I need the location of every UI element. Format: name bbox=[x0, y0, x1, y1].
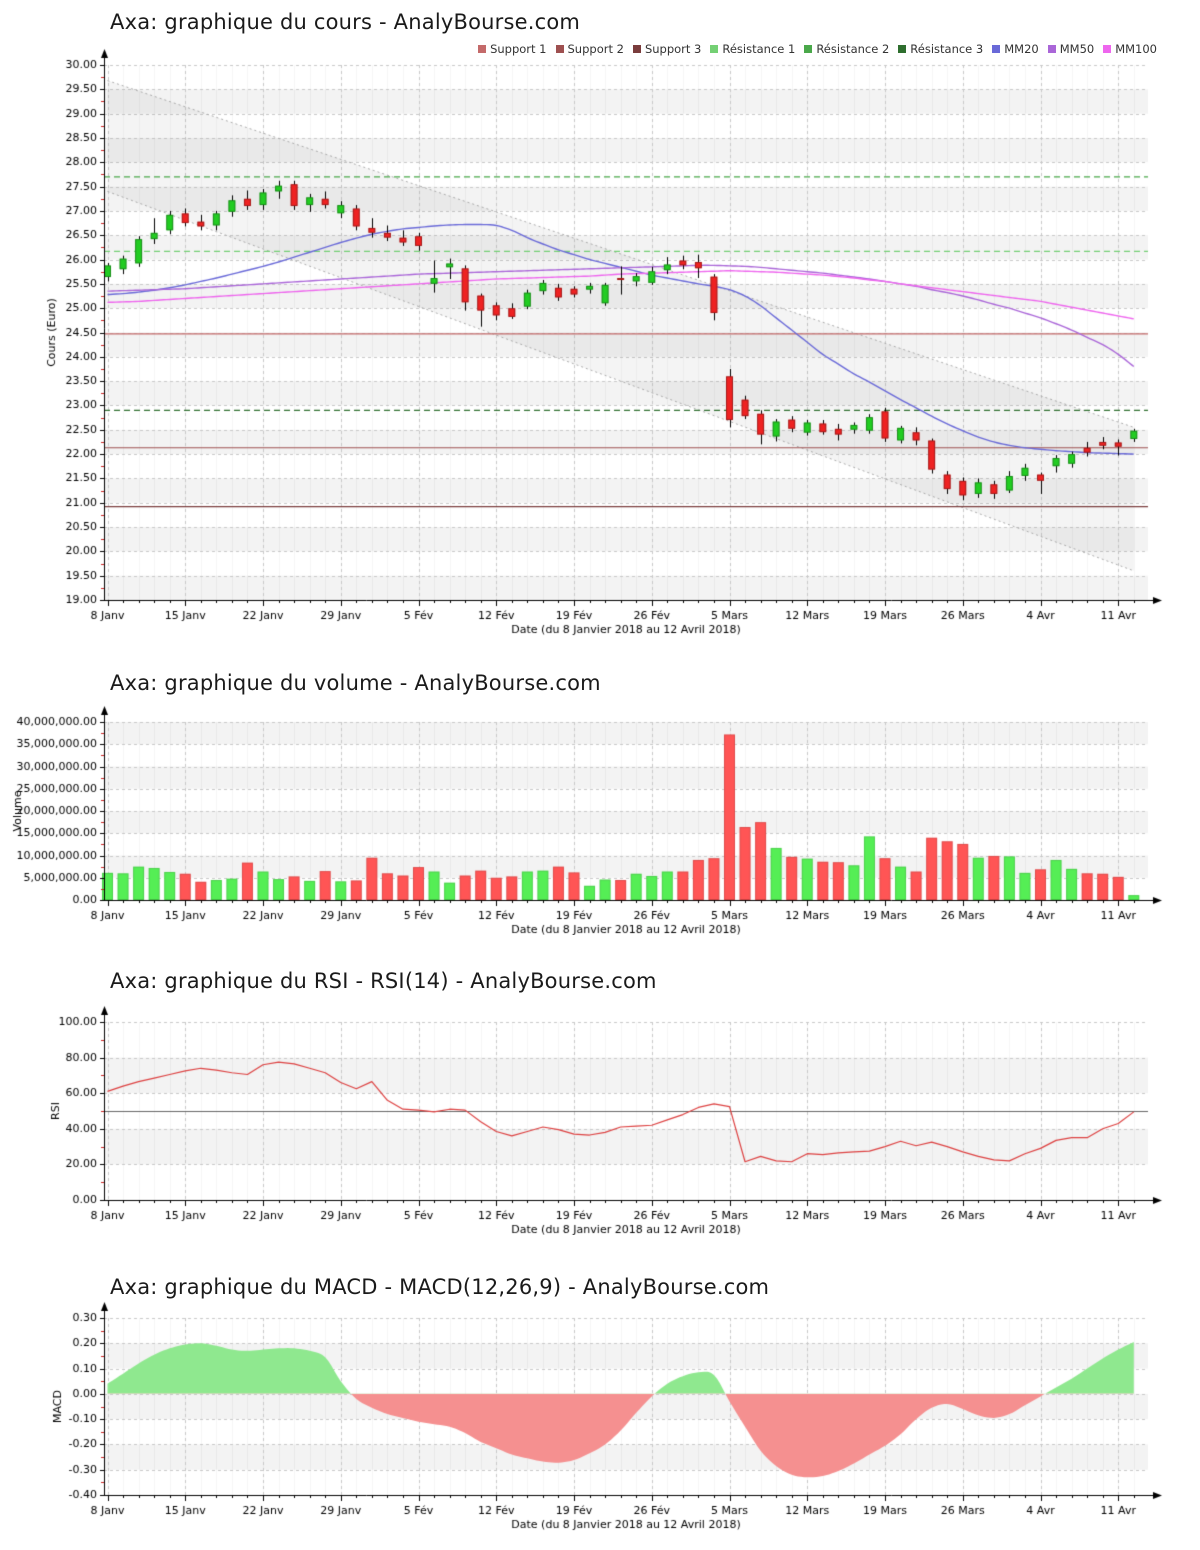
legend-item-label: Résistance 3 bbox=[910, 42, 984, 56]
legend-item-1: Support 2 bbox=[555, 42, 624, 56]
legend-swatch-icon bbox=[478, 45, 487, 53]
section-macd: Axa: graphique du MACD - MACD(12,26,9) -… bbox=[0, 1235, 1200, 1550]
legend-item-0: Support 1 bbox=[478, 42, 547, 56]
legend-item-label: MM100 bbox=[1115, 42, 1157, 56]
section-volume: Axa: graphique du volume - AnalyBourse.c… bbox=[0, 645, 1200, 935]
volume-title: Axa: graphique du volume - AnalyBourse.c… bbox=[110, 671, 601, 695]
legend-item-8: MM100 bbox=[1103, 42, 1157, 56]
cours-legend: Support 1 Support 2 Support 3 Résistance 1 R… bbox=[478, 42, 1157, 56]
legend-item-label: MM50 bbox=[1059, 42, 1095, 56]
legend-item-7: MM50 bbox=[1047, 42, 1095, 56]
legend-swatch-icon bbox=[710, 45, 719, 53]
legend-swatch-icon bbox=[804, 45, 813, 53]
volume-chart-canvas bbox=[0, 645, 1200, 935]
legend-item-label: Support 2 bbox=[567, 42, 624, 56]
rsi-chart-canvas bbox=[0, 935, 1200, 1235]
section-rsi: Axa: graphique du RSI - RSI(14) - AnalyB… bbox=[0, 935, 1200, 1235]
legend-item-label: Support 3 bbox=[644, 42, 702, 56]
legend-item-6: MM20 bbox=[992, 42, 1039, 56]
legend-swatch-icon bbox=[1047, 45, 1056, 53]
legend-swatch-icon bbox=[555, 45, 564, 53]
cours-title: Axa: graphique du cours - AnalyBourse.co… bbox=[110, 10, 581, 34]
legend-swatch-icon bbox=[898, 45, 907, 53]
macd-chart-canvas bbox=[0, 1235, 1200, 1550]
legend-item-label: Résistance 1 bbox=[722, 42, 796, 56]
legend-item-label: Résistance 2 bbox=[816, 42, 890, 56]
legend-item-label: MM20 bbox=[1004, 42, 1039, 56]
macd-title: Axa: graphique du MACD - MACD(12,26,9) -… bbox=[110, 1275, 770, 1299]
section-cours: Axa: graphique du cours - AnalyBourse.co… bbox=[0, 0, 1200, 645]
legend-swatch-icon bbox=[1103, 45, 1112, 53]
rsi-title: Axa: graphique du RSI - RSI(14) - AnalyB… bbox=[110, 969, 657, 993]
legend-item-label: Support 1 bbox=[490, 42, 547, 56]
legend-item-2: Support 3 bbox=[632, 42, 702, 56]
legend-item-4: Résistance 2 bbox=[804, 42, 889, 56]
legend-swatch-icon bbox=[992, 45, 1001, 53]
legend-item-3: Résistance 1 bbox=[710, 42, 795, 56]
legend-item-5: Résistance 3 bbox=[898, 42, 983, 56]
cours-chart-canvas bbox=[0, 0, 1200, 645]
legend-swatch-icon bbox=[632, 45, 641, 53]
